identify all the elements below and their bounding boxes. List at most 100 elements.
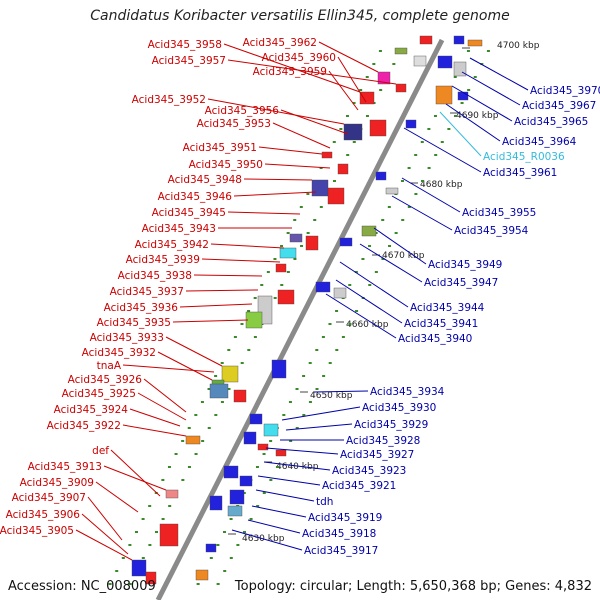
gene-label[interactable]: Acid345_3905 (0, 525, 74, 537)
label-leader (103, 465, 167, 491)
gene-label[interactable]: Acid345_3964 (502, 136, 577, 148)
gene-label[interactable]: tdh (316, 496, 333, 508)
strand-dot (453, 115, 457, 117)
gene-label[interactable]: Acid345_3907 (12, 492, 86, 504)
gene-label[interactable]: Acid345_3935 (97, 317, 171, 329)
gene-label[interactable]: Acid345_3929 (354, 419, 428, 431)
strand-dot (293, 258, 297, 260)
gene-label[interactable]: Acid345_3924 (54, 404, 129, 416)
gene-label[interactable]: Acid345_3933 (90, 332, 164, 344)
label-leader (339, 261, 409, 308)
gene-label[interactable]: def (92, 445, 109, 457)
strand-dot (447, 128, 451, 130)
strand-dot (421, 180, 424, 182)
gene-label[interactable]: Acid345_3932 (82, 347, 156, 359)
strand-dot (121, 557, 125, 559)
gene-label[interactable]: Acid345_3944 (410, 302, 485, 314)
gene-label[interactable]: Acid345_3965 (514, 116, 588, 128)
gene-label[interactable]: Acid345_3967 (522, 100, 596, 112)
gene-label[interactable]: Acid345_3950 (189, 159, 263, 171)
gene-label[interactable]: Acid345_3906 (6, 509, 81, 521)
gene-label[interactable]: Acid345_3922 (47, 420, 121, 432)
gene-label[interactable]: Acid345_3953 (197, 118, 271, 130)
strand-dot (242, 492, 246, 494)
gene-label[interactable]: Acid345_3945 (152, 207, 226, 219)
strand-dot (253, 336, 257, 338)
strand-dot (361, 258, 365, 260)
gene-label[interactable]: Acid345_3951 (183, 142, 257, 154)
gene-label[interactable]: Acid345_R0036 (483, 151, 565, 163)
strand-dot (420, 141, 424, 143)
strand-dot (280, 284, 284, 286)
gene-label[interactable]: Acid345_3927 (340, 449, 414, 461)
label-leader (281, 406, 361, 421)
strand-dot (394, 232, 398, 234)
gene-label[interactable]: Acid345_3913 (28, 461, 102, 473)
gene-label[interactable]: tnaA (97, 360, 122, 372)
strand-dot (348, 284, 352, 286)
gene-label[interactable]: Acid345_3970 (530, 85, 600, 97)
gene-label[interactable]: Acid345_3939 (126, 254, 200, 266)
gene-label[interactable]: Acid345_3955 (462, 207, 536, 219)
gene-label[interactable]: Acid345_3938 (118, 270, 192, 282)
strand-dot (346, 154, 350, 156)
strand-dot (262, 453, 266, 455)
gene-label[interactable]: Acid345_3947 (424, 277, 498, 289)
gene-label[interactable]: Acid345_3909 (20, 477, 94, 489)
gene-label[interactable]: Acid345_3919 (308, 512, 382, 524)
gene-label[interactable]: Acid345_3926 (68, 374, 143, 386)
gene-label[interactable]: Acid345_3956 (205, 105, 280, 117)
strand-dot (256, 505, 260, 507)
gene-feature (275, 449, 287, 457)
gene-feature (405, 119, 417, 129)
gene-label[interactable]: Acid345_3936 (104, 302, 179, 314)
gene-label[interactable]: Acid345_3960 (262, 52, 336, 64)
gene-label[interactable]: Acid345_3958 (148, 39, 222, 51)
gene-label[interactable]: Acid345_3946 (158, 191, 233, 203)
strand-dot (288, 401, 292, 403)
strand-dot (200, 401, 204, 403)
gene-feature (453, 35, 465, 45)
strand-dot (286, 271, 290, 273)
gene-label[interactable]: Acid345_3942 (135, 239, 209, 251)
gene-label[interactable]: Acid345_3954 (454, 225, 529, 237)
strand-dot (414, 154, 418, 156)
label-leader (179, 303, 253, 308)
gene-label[interactable]: Acid345_3930 (362, 402, 436, 414)
strand-dot (335, 349, 339, 351)
strand-dot (222, 531, 226, 533)
gene-label[interactable]: Acid345_3940 (398, 333, 472, 345)
gene-label[interactable]: Acid345_3952 (132, 94, 206, 106)
label-leader (325, 293, 397, 339)
strand-dot (260, 284, 264, 286)
label-leader (227, 211, 301, 215)
label-leader (255, 489, 315, 502)
gene-label[interactable]: Acid345_3928 (346, 435, 420, 447)
gene-label[interactable]: Acid345_3941 (404, 318, 478, 330)
gene-label[interactable]: Acid345_3918 (302, 528, 376, 540)
gene-feature (249, 413, 263, 425)
gene-label[interactable]: Acid345_3962 (243, 37, 317, 49)
label-leader (243, 178, 313, 181)
strand-dot (300, 245, 304, 247)
gene-label[interactable]: Acid345_3917 (304, 545, 378, 557)
gene-label[interactable]: Acid345_3949 (428, 259, 502, 271)
gene-label[interactable]: Acid345_3957 (152, 55, 226, 67)
gene-label[interactable]: Acid345_3934 (370, 386, 445, 398)
strand-dot (286, 232, 290, 234)
gene-feature (333, 287, 347, 299)
gene-label[interactable]: Acid345_3948 (168, 174, 242, 186)
label-leader (439, 111, 482, 157)
gene-label[interactable]: Acid345_3925 (62, 388, 136, 400)
strand-dot (280, 245, 284, 247)
gene-label[interactable]: Acid345_3937 (110, 286, 184, 298)
gene-features (108, 35, 490, 585)
gene-label[interactable]: Acid345_3959 (253, 66, 327, 78)
label-leader (313, 390, 369, 393)
gene-label[interactable]: Acid345_3943 (142, 223, 216, 235)
label-leader (403, 127, 482, 173)
gene-label[interactable]: Acid345_3923 (332, 465, 406, 477)
gene-label[interactable]: Acid345_3961 (483, 167, 557, 179)
label-leader (445, 103, 501, 142)
gene-label[interactable]: Acid345_3921 (322, 480, 396, 492)
